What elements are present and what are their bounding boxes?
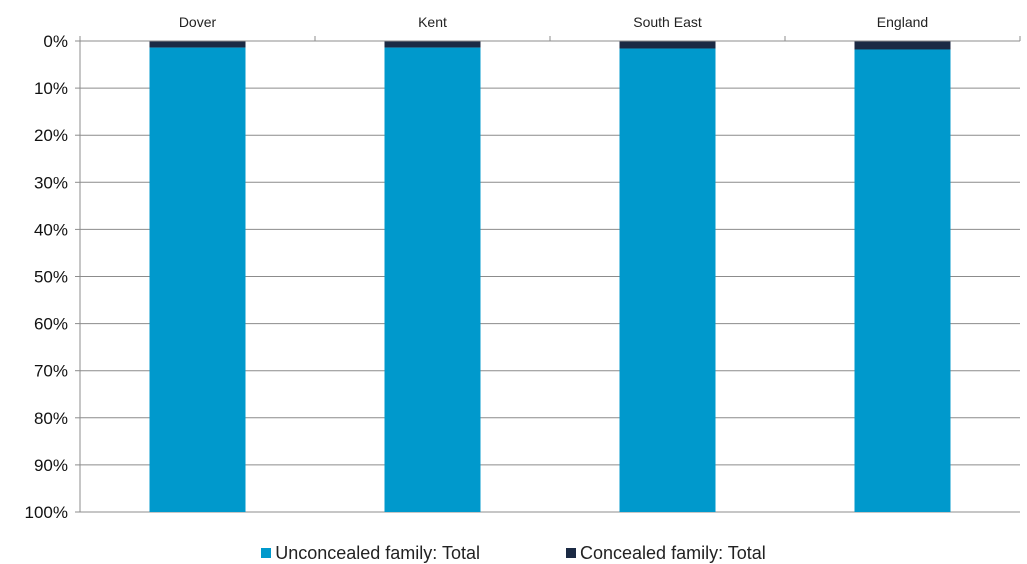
category-label: Dover (179, 14, 217, 30)
y-tick-label: 70% (34, 362, 68, 381)
bar-concealed (854, 41, 951, 50)
bar-concealed (149, 41, 246, 48)
category-label: England (877, 14, 928, 30)
y-tick-label: 10% (34, 79, 68, 98)
category-labels: Dover Kent South East England (179, 14, 928, 30)
bar-unconcealed (384, 47, 481, 513)
bar-unconcealed (149, 47, 246, 513)
bar-unconcealed (854, 49, 951, 513)
y-tick-label: 90% (34, 456, 68, 475)
category-label: Kent (418, 14, 447, 30)
y-tick-label: 60% (34, 315, 68, 334)
category-label: South East (633, 14, 702, 30)
y-tick-label: 30% (34, 173, 68, 192)
legend-swatch-concealed (566, 548, 576, 558)
y-tick-label: 100% (25, 503, 68, 522)
y-tick-label: 50% (34, 268, 68, 287)
legend: Unconcealed family: Total Concealed fami… (0, 543, 1027, 563)
legend-item-concealed: Concealed family: Total (566, 543, 766, 564)
legend-swatch-unconcealed (261, 548, 272, 558)
bars (149, 41, 951, 513)
y-tick-label: 0% (43, 32, 68, 51)
y-tick-label: 20% (34, 126, 68, 145)
bar-unconcealed (619, 48, 716, 512)
y-tick-label: 80% (34, 409, 68, 428)
bar-concealed (619, 41, 716, 49)
y-tick-labels: 0% 10% 20% 30% 40% 50% 60% 70% 80% 90% 100% (25, 32, 68, 522)
axes (75, 36, 1021, 513)
legend-item-unconcealed: Unconcealed family: Total (261, 543, 480, 564)
y-tick-label: 40% (34, 220, 68, 239)
bar-concealed (384, 41, 481, 48)
legend-label-unconcealed: Unconcealed family: Total (275, 542, 480, 563)
legend-label-concealed: Concealed family: Total (580, 542, 766, 563)
